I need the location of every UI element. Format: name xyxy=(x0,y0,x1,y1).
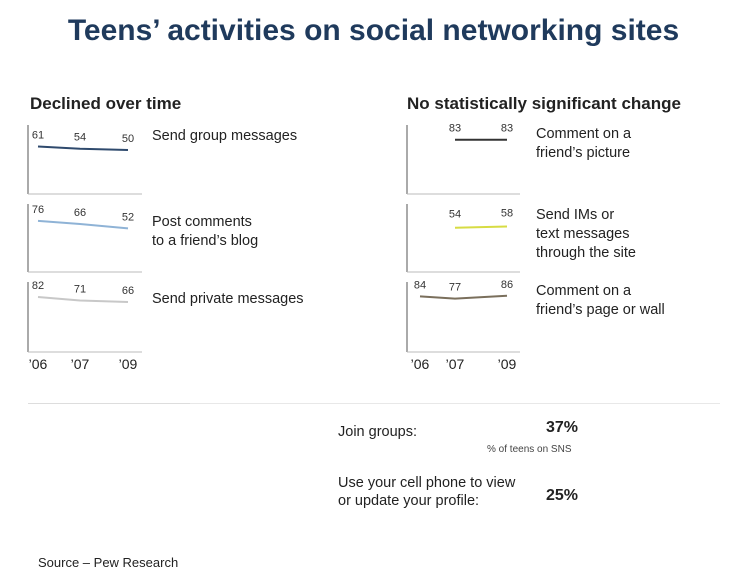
data-label-3-0: 83 xyxy=(449,123,461,135)
cell-phone-line-1: Use your cell phone to view xyxy=(338,475,516,491)
data-label-2-0: 82 xyxy=(32,280,44,292)
data-label-1-0: 76 xyxy=(32,204,44,216)
label-comment-wall: Comment on a friend’s page or wall xyxy=(536,282,665,320)
label-comment-picture: Comment on a friend’s picture xyxy=(536,125,631,163)
data-label-0-1: 54 xyxy=(74,132,86,144)
join-groups-value: 37% xyxy=(546,419,579,436)
data-label-2-2: 66 xyxy=(122,285,134,297)
data-label-5-2: 86 xyxy=(501,279,513,291)
label-blog-line-2: to a friend’s blog xyxy=(152,233,259,249)
chart-title: Teens’ activities on social networking s… xyxy=(67,14,680,47)
left-heading: Declined over time xyxy=(30,94,182,113)
cell-phone-label: Use your cell phone to view or update yo… xyxy=(338,474,515,510)
label-picture-line-1: Comment on a xyxy=(536,126,632,142)
data-label-0-2: 50 xyxy=(122,133,134,145)
source-note: Source – Pew Research xyxy=(38,555,179,570)
data-label-1-2: 52 xyxy=(122,211,134,223)
x-tick-right-1: ’07 xyxy=(446,356,465,372)
join-groups-label: Join groups: xyxy=(338,424,417,440)
label-wall-line-2: friend’s page or wall xyxy=(536,302,665,318)
separator-right xyxy=(190,403,720,404)
label-group-messages: Send group messages xyxy=(152,128,298,144)
cell-phone-line-2: or update your profile: xyxy=(338,493,480,509)
label-ims-line-1: Send IMs or xyxy=(536,207,615,223)
separator-left xyxy=(28,403,190,404)
label-ims-line-3: through the site xyxy=(536,245,636,261)
series-line-5 xyxy=(419,294,508,300)
label-picture-line-2: friend’s picture xyxy=(536,145,631,161)
cell-phone-value: 25% xyxy=(546,487,579,504)
label-ims-line-2: text messages xyxy=(536,226,630,242)
data-label-4-1: 58 xyxy=(501,207,513,219)
label-blog-comments: Post comments to a friend’s blog xyxy=(152,213,258,251)
x-tick-right-2: ’09 xyxy=(498,356,517,372)
x-tick-left-1: ’07 xyxy=(71,356,90,372)
data-label-3-1: 83 xyxy=(501,123,513,135)
data-label-4-0: 54 xyxy=(449,209,461,221)
data-label-5-1: 77 xyxy=(449,282,461,294)
data-label-5-0: 84 xyxy=(414,279,426,291)
data-label-0-0: 61 xyxy=(32,130,44,142)
series-line-0 xyxy=(37,145,129,151)
data-label-1-1: 66 xyxy=(74,207,86,219)
right-heading: No statistically significant change xyxy=(407,94,681,113)
label-private-messages: Send private messages xyxy=(152,291,304,307)
x-tick-left-0: ’06 xyxy=(29,356,48,372)
series-line-4 xyxy=(454,225,508,229)
label-wall-line-1: Comment on a xyxy=(536,283,632,299)
series-line-1 xyxy=(37,219,129,230)
data-label-2-1: 71 xyxy=(74,283,86,295)
label-blog-line-1: Post comments xyxy=(152,214,252,230)
label-ims: Send IMs or text messages through the si… xyxy=(536,206,636,263)
sns-note: % of teens on SNS xyxy=(487,444,572,455)
x-tick-left-2: ’09 xyxy=(119,356,138,372)
x-tick-right-0: ’06 xyxy=(411,356,430,372)
series-line-2 xyxy=(37,296,129,303)
